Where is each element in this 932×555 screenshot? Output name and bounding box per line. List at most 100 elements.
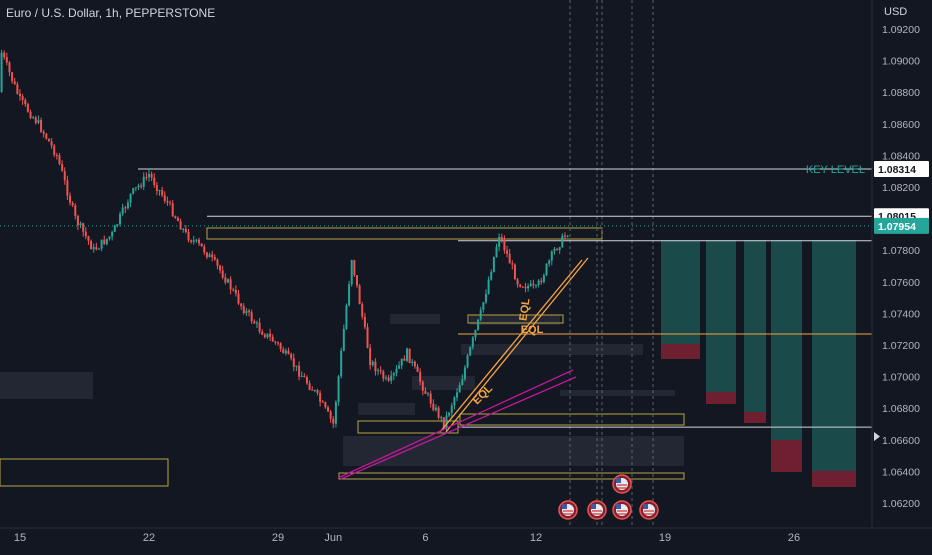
price-tick-label: 1.08400 bbox=[882, 150, 920, 162]
candle-body bbox=[155, 185, 158, 191]
candle-body bbox=[19, 93, 21, 97]
candle-body bbox=[556, 248, 559, 250]
candle-body bbox=[442, 417, 445, 429]
economic-event-us-icon[interactable] bbox=[558, 500, 578, 520]
candle-body bbox=[195, 239, 198, 241]
candle-body bbox=[5, 57, 8, 63]
candle-body bbox=[448, 412, 451, 416]
candle-body bbox=[413, 361, 416, 367]
candle-body bbox=[221, 270, 224, 278]
candle-body bbox=[269, 333, 272, 337]
price-tick-label: 1.07400 bbox=[882, 308, 920, 320]
price-tick-label: 1.06600 bbox=[882, 435, 920, 447]
candle-body bbox=[542, 275, 545, 283]
candle-body bbox=[353, 260, 356, 276]
candle-body bbox=[519, 284, 522, 287]
candle-body bbox=[182, 228, 185, 230]
yellow-box bbox=[206, 227, 603, 240]
candle-body bbox=[506, 250, 509, 254]
short-target-zone bbox=[771, 240, 802, 440]
candle-body bbox=[334, 401, 337, 424]
candle-body bbox=[566, 235, 569, 237]
candle-body bbox=[350, 260, 353, 285]
yellow-box bbox=[467, 314, 564, 324]
candle-body bbox=[500, 236, 503, 240]
candle-body bbox=[205, 252, 208, 258]
candle-body bbox=[137, 185, 140, 188]
candle-body bbox=[108, 236, 111, 239]
candle-body bbox=[84, 231, 87, 237]
candle-body bbox=[240, 303, 243, 307]
candle-body bbox=[400, 358, 403, 366]
candle-body bbox=[53, 145, 56, 155]
candle-body bbox=[266, 333, 269, 338]
candle-body bbox=[66, 180, 69, 196]
candle-body bbox=[366, 327, 369, 348]
candle-body bbox=[450, 405, 453, 413]
short-stop-zone bbox=[706, 392, 736, 404]
candle-body bbox=[142, 176, 145, 187]
candle-body bbox=[529, 283, 532, 287]
candle-body bbox=[184, 228, 187, 232]
candle-body bbox=[424, 390, 427, 394]
candle-body bbox=[216, 259, 219, 266]
price-tick-label: 1.07200 bbox=[882, 340, 920, 352]
candle-body bbox=[461, 379, 464, 386]
candle-body bbox=[192, 240, 195, 242]
price-badge-label: 1.07954 bbox=[878, 221, 916, 233]
candle-body bbox=[437, 407, 440, 418]
candle-body bbox=[537, 280, 540, 286]
candle-body bbox=[474, 330, 477, 338]
price-tick-label: 1.08200 bbox=[882, 182, 920, 194]
candle-body bbox=[26, 104, 29, 112]
candle-body bbox=[45, 133, 48, 139]
candle-body bbox=[258, 322, 261, 332]
candle-body bbox=[71, 202, 74, 206]
economic-event-eu-icon[interactable] bbox=[639, 500, 659, 520]
candle-body bbox=[245, 310, 248, 314]
zone bbox=[461, 344, 643, 355]
candle-body bbox=[176, 217, 179, 222]
candle-body bbox=[263, 334, 266, 338]
candle-body bbox=[329, 411, 332, 419]
short-stop-zone bbox=[812, 471, 856, 487]
candle-body bbox=[271, 336, 274, 342]
candle-body bbox=[279, 343, 282, 350]
economic-event-us-icon[interactable] bbox=[587, 500, 607, 520]
price-tick-label: 1.07600 bbox=[882, 277, 920, 289]
short-target-zone bbox=[706, 240, 736, 392]
candle-body bbox=[100, 239, 103, 249]
zone bbox=[343, 436, 684, 466]
candle-body bbox=[63, 171, 66, 181]
zone bbox=[390, 314, 440, 324]
price-tick-label: 1.06400 bbox=[882, 466, 920, 478]
short-stop-zone bbox=[744, 412, 766, 423]
flag-canton bbox=[591, 504, 596, 509]
candle-body bbox=[50, 141, 53, 146]
candle-body bbox=[24, 100, 27, 105]
candle-body bbox=[61, 163, 64, 172]
candle-body bbox=[55, 154, 58, 156]
price-tick-label: 1.09200 bbox=[882, 24, 920, 36]
candle-body bbox=[132, 188, 135, 194]
candle-body bbox=[390, 375, 393, 381]
price-tick-label: 1.09000 bbox=[882, 56, 920, 68]
candle-body bbox=[295, 365, 298, 367]
candle-body bbox=[237, 293, 240, 304]
yellow-box bbox=[338, 472, 685, 480]
candle-body bbox=[403, 358, 406, 361]
candle-body bbox=[482, 302, 485, 310]
candle-body bbox=[92, 247, 95, 250]
time-tick-label: 26 bbox=[788, 532, 800, 544]
candle-body bbox=[495, 246, 498, 257]
candle-body bbox=[503, 239, 506, 251]
candle-body bbox=[395, 368, 398, 374]
candle-body bbox=[445, 415, 448, 429]
zone bbox=[0, 372, 93, 399]
economic-event-us-icon[interactable] bbox=[612, 500, 632, 520]
candle-body bbox=[558, 247, 561, 250]
candle-body bbox=[116, 224, 119, 226]
economic-event-us-icon[interactable] bbox=[612, 474, 632, 494]
